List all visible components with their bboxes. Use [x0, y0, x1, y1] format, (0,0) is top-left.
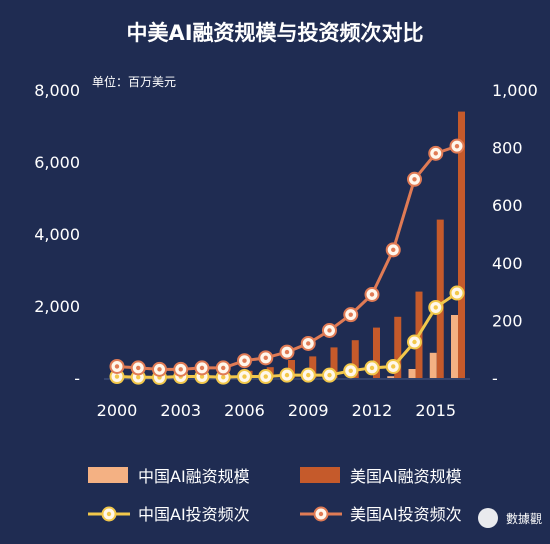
- legend-china-funding: 中国AI融资规模: [88, 467, 250, 486]
- legend-swatch: [300, 467, 340, 483]
- china-frequency-point: [428, 299, 444, 315]
- china-frequency-point: [364, 360, 380, 376]
- y-right-tick-label: 200: [492, 311, 523, 330]
- x-tick-label: 2015: [415, 401, 456, 420]
- legend-label: 美国AI融资规模: [350, 467, 462, 486]
- us-funding-bar: [288, 360, 295, 378]
- china-funding-bar: [387, 376, 395, 378]
- us-frequency-point: [300, 335, 316, 351]
- us-frequency-point: [322, 322, 337, 338]
- china-frequency-point: [322, 367, 337, 383]
- y-left-tick-label: -: [74, 369, 80, 388]
- x-tick-label: 2009: [288, 401, 329, 420]
- us-funding-bar: [373, 327, 380, 378]
- legend-china-frequency: 中国AI投资频次: [88, 505, 250, 524]
- legend-us-frequency: 美国AI投资频次: [300, 505, 462, 524]
- us-frequency-point: [194, 360, 210, 376]
- us-funding-bar: [309, 356, 317, 378]
- x-tick-label: 2012: [352, 401, 393, 420]
- us-frequency-point: [152, 361, 167, 377]
- y-left-tick-label: 8,000: [34, 81, 80, 100]
- us-frequency-point: [258, 350, 274, 366]
- china-frequency-point: [279, 367, 295, 383]
- us-frequency-point: [343, 307, 359, 323]
- y-axis-left: - 2,000 4,000 6,000 8,000: [34, 81, 80, 388]
- us-funding-bar: [394, 316, 402, 378]
- x-axis: 2000 2003 2006 2009 2012 2015: [97, 378, 470, 420]
- watermark-icon: [478, 508, 498, 528]
- us-frequency-point: [428, 145, 444, 161]
- y-left-tick-label: 4,000: [34, 225, 80, 244]
- chart-title: 中美AI融资规模与投资频次对比: [126, 21, 423, 45]
- y-right-tick-label: 600: [492, 196, 523, 215]
- watermark-badge: 數據觀: [478, 508, 542, 528]
- us-frequency-point: [364, 286, 380, 302]
- legend-label: 美国AI投资频次: [350, 505, 462, 524]
- legend-label: 中国AI投资频次: [138, 505, 250, 524]
- us-funding-bar: [458, 111, 465, 378]
- legend-label: 中国AI融资规模: [138, 467, 250, 486]
- china-funding-bar: [429, 352, 437, 378]
- x-tick-label: 2000: [97, 401, 138, 420]
- us-frequency-point: [109, 358, 125, 374]
- y-right-tick-label: -: [492, 369, 498, 388]
- china-frequency-line: [116, 291, 458, 379]
- legend-us-funding: 美国AI融资规模: [300, 467, 462, 486]
- y-left-tick-label: 2,000: [34, 297, 80, 316]
- us-frequency-point: [385, 242, 401, 258]
- us-frequency-point: [237, 353, 252, 369]
- us-frequency-point: [279, 344, 295, 360]
- china-frequency-point: [300, 367, 316, 383]
- us-funding-bar: [330, 347, 338, 378]
- us-frequency-point: [449, 138, 465, 154]
- china-frequency-point: [343, 363, 359, 379]
- x-tick-label: 2006: [224, 401, 265, 420]
- china-frequency-point: [237, 369, 252, 385]
- china-frequency-point: [407, 334, 422, 350]
- y-right-tick-label: 400: [492, 254, 523, 273]
- legend-swatch: [88, 467, 128, 483]
- us-frequency-line: [116, 144, 458, 371]
- us-frequency-point: [215, 360, 231, 376]
- china-frequency-point: [385, 358, 401, 374]
- china-frequency-point: [258, 369, 274, 385]
- line-series-group: [109, 138, 465, 385]
- y-left-tick-label: 6,000: [34, 153, 80, 172]
- us-frequency-point: [407, 171, 422, 187]
- y-right-tick-label: 800: [492, 139, 523, 158]
- us-funding-bar: [351, 340, 359, 378]
- us-funding-bar: [436, 219, 444, 378]
- us-frequency-point: [173, 361, 189, 377]
- china-frequency-point: [109, 369, 125, 385]
- x-tick-label: 2003: [160, 401, 201, 420]
- china-frequency-point: [449, 285, 465, 301]
- y-axis-right: - 200 400 600 800 1,000: [492, 81, 538, 388]
- watermark-text: 數據觀: [506, 512, 542, 526]
- us-frequency-point: [130, 360, 146, 376]
- china-funding-bar: [451, 315, 458, 378]
- y-right-tick-label: 1,000: [492, 81, 538, 100]
- china-funding-bar: [408, 369, 416, 378]
- unit-label: 单位：百万美元: [92, 74, 176, 89]
